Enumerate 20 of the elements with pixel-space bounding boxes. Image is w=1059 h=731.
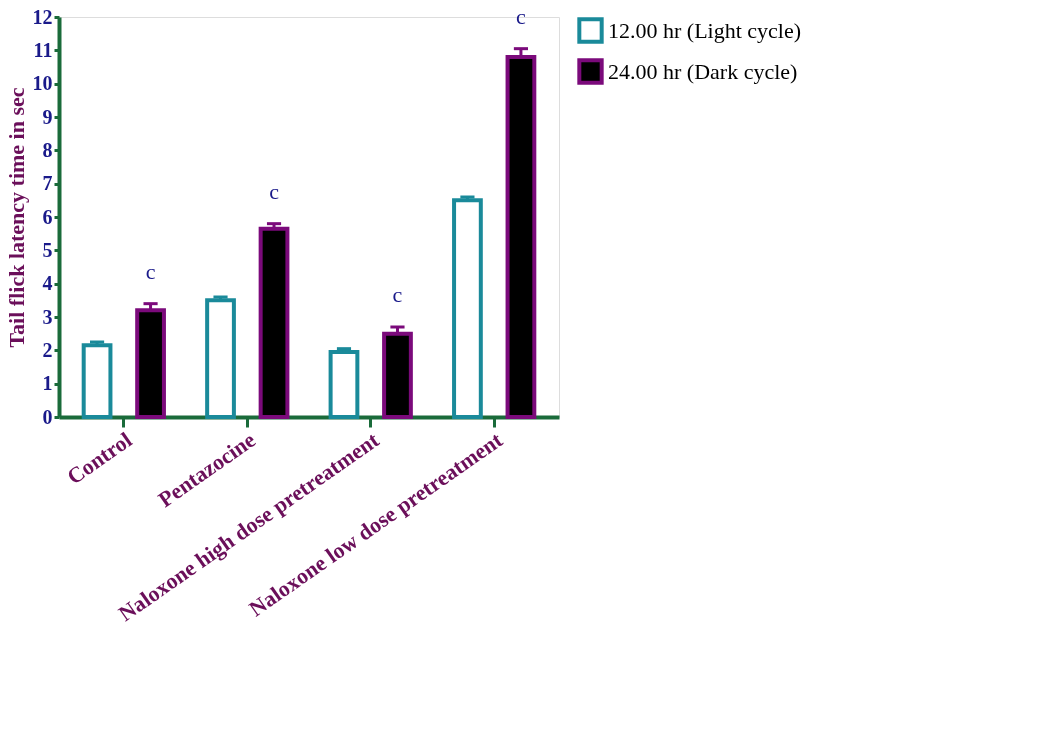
annotation: c xyxy=(516,3,527,29)
y-tick-label: 7 xyxy=(42,172,53,195)
y-tick-label: 4 xyxy=(42,272,53,295)
y-tick-label: 12 xyxy=(32,5,53,28)
y-tick-label: 9 xyxy=(42,105,53,128)
annotation: c xyxy=(145,258,156,284)
legend-label: 24.00 hr (Dark cycle) xyxy=(608,58,798,84)
annotation: c xyxy=(392,282,403,307)
y-tick-label: 8 xyxy=(42,138,53,161)
y-tick-label: 5 xyxy=(42,238,53,261)
y-tick-label: 6 xyxy=(42,205,53,228)
annotation: c xyxy=(269,178,280,204)
y-tick-label: 2 xyxy=(42,338,53,361)
y-tick-label: 10 xyxy=(32,72,53,95)
y-tick-label: 0 xyxy=(42,405,53,428)
legend-label: 12.00 hr (Light cycle) xyxy=(608,17,802,43)
y-tick-label: 1 xyxy=(42,372,53,395)
y-tick-label: 11 xyxy=(33,38,53,61)
y-axis-title: Tail flick latency time in sec xyxy=(3,87,29,348)
y-tick-label: 3 xyxy=(42,305,53,328)
